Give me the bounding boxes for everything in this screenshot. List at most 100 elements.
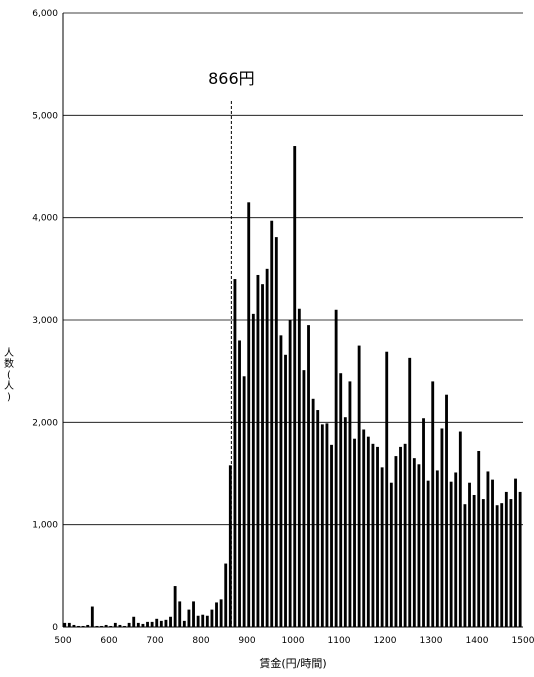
- bar: [141, 623, 145, 627]
- bar: [67, 622, 71, 627]
- bar: [228, 465, 232, 627]
- bar: [477, 450, 481, 627]
- bar: [380, 467, 384, 627]
- bar: [297, 308, 301, 627]
- y-tick-label: 4,000: [32, 214, 58, 224]
- x-tick-label: 1100: [328, 636, 351, 646]
- bar: [440, 428, 444, 627]
- bar: [435, 470, 439, 627]
- bar: [159, 620, 163, 627]
- bar: [491, 479, 494, 627]
- bar: [293, 146, 297, 628]
- x-tick-label: 1200: [374, 636, 397, 646]
- bar: [408, 357, 412, 627]
- y-tick-label: 3,000: [32, 316, 58, 326]
- bar: [127, 622, 131, 627]
- bar: [302, 370, 306, 627]
- bar: [458, 431, 462, 627]
- bar: [445, 394, 448, 627]
- bar: [403, 443, 407, 627]
- bars: [63, 146, 522, 628]
- bar: [100, 625, 103, 627]
- bar: [284, 354, 287, 627]
- bar: [219, 599, 223, 627]
- bar: [90, 606, 94, 627]
- bar: [150, 621, 154, 627]
- bar: [136, 622, 140, 627]
- bar: [417, 464, 421, 627]
- bar: [201, 614, 205, 627]
- bar: [334, 309, 338, 627]
- bar: [454, 472, 458, 627]
- bar: [389, 482, 393, 627]
- bar: [307, 325, 310, 627]
- bar: [81, 625, 85, 627]
- bar: [504, 491, 508, 627]
- x-tick-label: 900: [238, 636, 255, 646]
- bar: [118, 624, 122, 627]
- y-tick-label: 0: [52, 623, 58, 633]
- x-tick-label: 800: [192, 636, 209, 646]
- x-tick-label: 1500: [512, 636, 534, 646]
- bar: [256, 274, 260, 627]
- bar: [247, 202, 251, 628]
- bar: [63, 622, 67, 627]
- bar: [270, 220, 274, 627]
- bar: [164, 619, 168, 627]
- x-tick-labels: 500 600 700 800 900 1000 1100 1200 1300 1400 1500: [54, 636, 534, 646]
- bar: [238, 340, 241, 627]
- bar: [192, 601, 195, 627]
- bar: [518, 491, 522, 627]
- bar: [251, 313, 255, 627]
- y-tick-label: 6,000: [32, 9, 58, 19]
- bar: [348, 381, 352, 627]
- bar: [182, 620, 186, 627]
- bar: [95, 625, 99, 627]
- bar: [215, 602, 218, 627]
- bar: [224, 563, 228, 627]
- bar: [132, 616, 136, 627]
- y-axis-label: 人数(人): [4, 348, 14, 403]
- bar: [320, 424, 324, 627]
- bar: [316, 410, 320, 627]
- bar: [205, 615, 209, 627]
- bar: [422, 418, 425, 627]
- y-tick-label: 5,000: [32, 111, 58, 121]
- bar: [86, 624, 90, 627]
- x-tick-label: 500: [54, 636, 71, 646]
- bar: [265, 268, 269, 627]
- x-tick-label: 1400: [466, 636, 489, 646]
- bar: [72, 624, 76, 627]
- bar: [449, 481, 453, 627]
- y-tick-label: 2,000: [32, 418, 58, 428]
- bar: [353, 438, 356, 627]
- bar: [279, 335, 283, 627]
- bar: [210, 609, 214, 627]
- gridlines: [63, 12, 523, 526]
- bar: [426, 480, 430, 627]
- x-axis-label: 賃金(円/時間): [259, 656, 326, 670]
- bar: [481, 499, 485, 627]
- bar: [155, 618, 159, 627]
- bar: [472, 494, 476, 627]
- y-tick-label: 1,000: [32, 521, 58, 531]
- bar: [242, 376, 246, 627]
- bar: [371, 443, 375, 627]
- bar: [412, 458, 416, 627]
- bar: [394, 456, 398, 627]
- bar: [500, 503, 504, 627]
- bar: [261, 284, 264, 627]
- bar: [109, 625, 113, 627]
- bar: [169, 616, 172, 627]
- annotation-label: 866円: [208, 69, 255, 88]
- bar: [288, 320, 292, 627]
- bar: [146, 621, 149, 627]
- bar: [385, 351, 389, 627]
- bar: [311, 398, 315, 627]
- bar: [233, 279, 237, 627]
- bar: [123, 625, 126, 627]
- bar: [463, 504, 467, 627]
- bar: [274, 237, 278, 628]
- bar: [495, 505, 499, 627]
